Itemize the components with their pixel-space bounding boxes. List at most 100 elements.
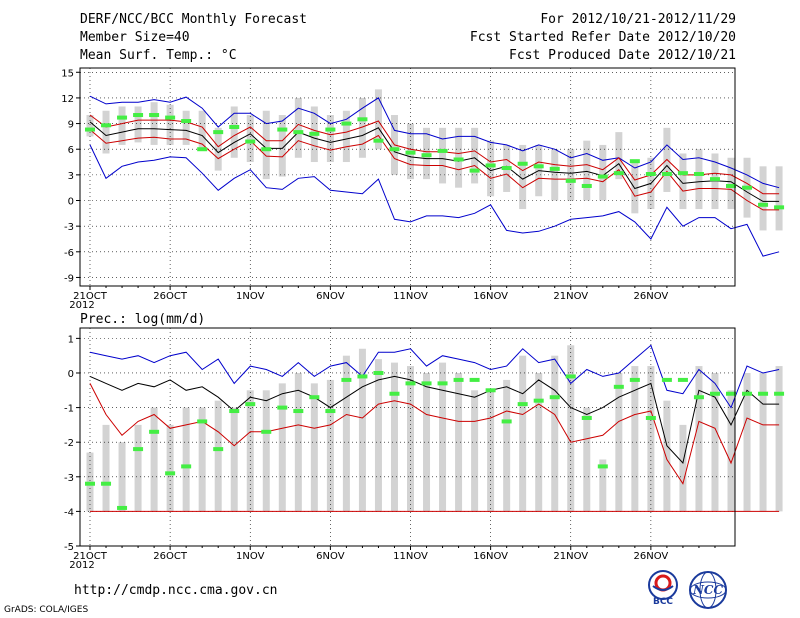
observed-marker-7 (197, 147, 208, 152)
produced-date: Fcst Produced Date 2012/10/21 (509, 48, 736, 63)
range-box-31 (583, 140, 591, 201)
observed-marker-31 (581, 415, 592, 420)
series-p25-line (89, 383, 780, 485)
plot-frame (79, 67, 736, 287)
x-tick-label-7: 26NOV (634, 551, 669, 562)
observed-marker-17 (357, 374, 368, 379)
observed-marker-34 (629, 377, 640, 382)
range-box-30 (567, 149, 575, 201)
series-p75-line (89, 114, 780, 195)
y-tick-label-1: 0 (68, 369, 74, 380)
ncc-logo: NCC (689, 571, 727, 609)
y-tick-label-5: 0 (68, 197, 74, 208)
range-box-32 (599, 144, 607, 201)
y-tick-label-8: -9 (64, 273, 74, 284)
y-tick-label-4: -3 (64, 473, 74, 484)
observed-marker-30 (565, 374, 576, 379)
range-box-23 (455, 372, 463, 512)
range-box-2 (118, 442, 126, 512)
range-box-25 (487, 390, 495, 512)
observed-marker-18 (373, 138, 384, 143)
observed-marker-16 (341, 121, 352, 126)
observed-marker-10 (245, 402, 256, 407)
observed-marker-25 (485, 163, 496, 168)
range-box-29 (551, 355, 559, 512)
observed-marker-12 (277, 127, 288, 132)
range-box-40 (727, 157, 735, 210)
y-tick-label-1: 12 (61, 94, 74, 105)
observed-marker-12 (277, 405, 288, 410)
observed-marker-43 (774, 391, 785, 396)
ncc-logo-text: NCC (692, 583, 724, 597)
observed-marker-1 (101, 481, 112, 486)
observed-marker-1 (101, 123, 112, 128)
x-tick-label-4: 11NOV (393, 291, 428, 302)
observed-marker-5 (165, 471, 176, 476)
observed-marker-5 (165, 115, 176, 120)
range-box-39 (711, 372, 719, 512)
range-box-11 (262, 110, 270, 180)
range-box-43 (775, 366, 783, 512)
x-tick-label-1: 26OCT (153, 551, 188, 562)
observed-marker-14 (309, 131, 320, 136)
observed-marker-26 (501, 419, 512, 424)
observed-marker-42 (758, 391, 769, 396)
observed-marker-14 (309, 395, 320, 400)
plot-frame (79, 327, 736, 547)
x-tick-label-2: 1NOV (236, 291, 265, 302)
range-box-7 (198, 110, 206, 148)
observed-marker-39 (709, 177, 720, 182)
x-tick-label-5: 16NOV (473, 551, 508, 562)
observed-marker-21 (421, 153, 432, 158)
observed-marker-27 (517, 402, 528, 407)
range-box-15 (326, 379, 334, 512)
observed-marker-33 (613, 384, 624, 389)
observed-marker-24 (469, 377, 480, 382)
range-box-2 (118, 106, 126, 145)
observed-marker-6 (181, 464, 192, 469)
observed-marker-17 (357, 117, 368, 122)
range-box-9 (230, 407, 238, 512)
observed-marker-22 (437, 148, 448, 153)
observed-marker-16 (341, 377, 352, 382)
range-box-12 (278, 115, 286, 177)
observed-marker-13 (293, 409, 304, 414)
range-box-42 (759, 166, 767, 231)
x-tick-label-2: 1NOV (236, 551, 265, 562)
observed-marker-37 (677, 171, 688, 176)
x-year-label: 2012 (69, 560, 94, 571)
observed-marker-26 (501, 166, 512, 171)
observed-marker-11 (261, 147, 272, 152)
range-box-4 (150, 407, 158, 512)
range-box-27 (519, 355, 527, 512)
x-tick-label-1: 26OCT (153, 291, 188, 302)
observed-marker-6 (181, 119, 192, 124)
range-box-34 (631, 366, 639, 512)
range-box-16 (342, 355, 350, 512)
y-tick-label-2: 9 (68, 120, 74, 131)
observed-marker-9 (229, 409, 240, 414)
y-tick-label-2: -1 (64, 404, 74, 415)
observed-marker-9 (229, 124, 240, 129)
x-tick-label-3: 6NOV (316, 551, 345, 562)
observed-marker-34 (629, 159, 640, 164)
observed-marker-22 (437, 381, 448, 386)
y-tick-label-4: 3 (68, 171, 74, 182)
range-box-13 (294, 372, 302, 512)
observed-marker-18 (373, 370, 384, 375)
range-box-17 (358, 348, 366, 512)
observed-marker-23 (453, 157, 464, 162)
observed-marker-3 (133, 447, 144, 452)
observed-marker-10 (245, 139, 256, 144)
range-box-37 (679, 153, 687, 210)
observed-marker-41 (742, 391, 753, 396)
y-tick-label-0: 1 (68, 334, 74, 345)
observed-marker-4 (149, 113, 160, 118)
range-box-36 (663, 400, 671, 512)
range-box-15 (326, 115, 334, 163)
source-url[interactable]: http://cmdp.ncc.cma.gov.cn (74, 583, 278, 598)
observed-marker-36 (661, 377, 672, 382)
range-box-19 (390, 362, 398, 512)
range-box-21 (423, 372, 431, 512)
observed-marker-0 (85, 481, 95, 486)
